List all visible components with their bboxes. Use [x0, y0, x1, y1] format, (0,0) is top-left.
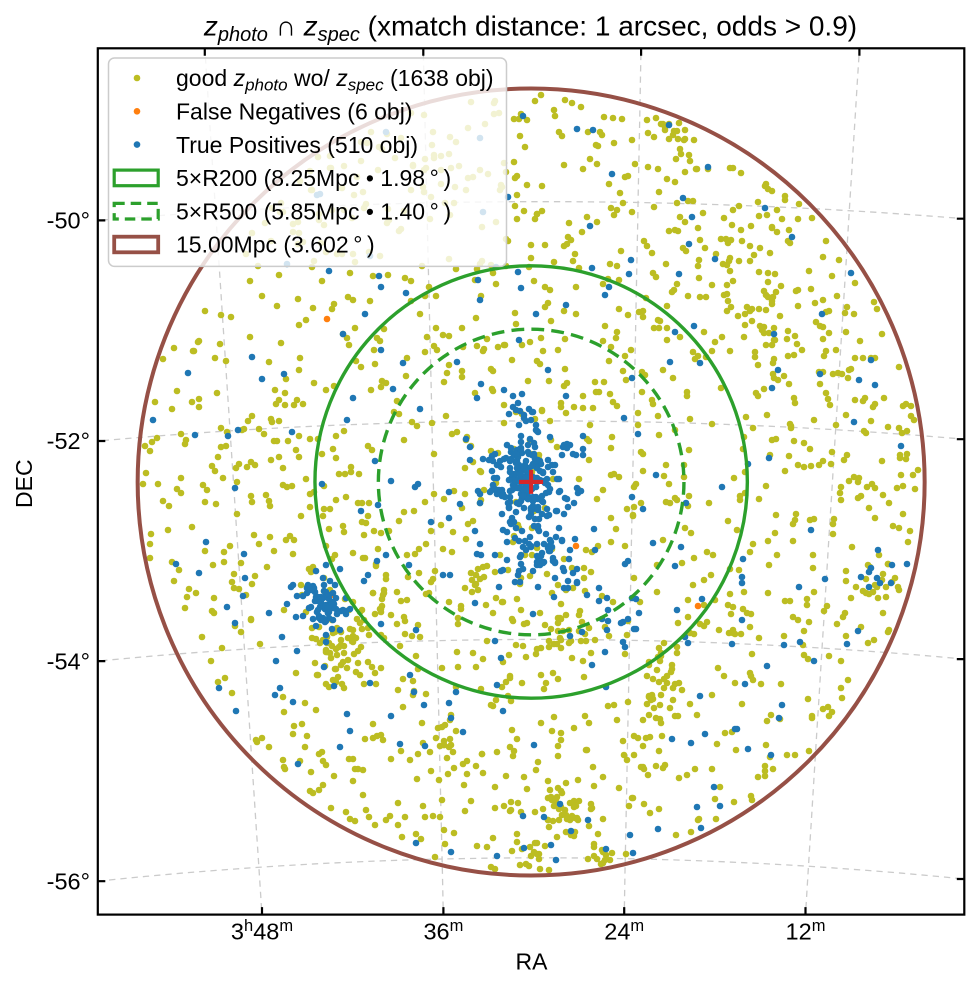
- svg-text:5×R200 (8.25Mpc • 1.98 ° ): 5×R200 (8.25Mpc • 1.98 ° ): [176, 165, 451, 191]
- svg-text:5×R500 (5.85Mpc • 1.40 ° ): 5×R500 (5.85Mpc • 1.40 ° ): [176, 198, 451, 224]
- svg-text:3h48m: 3h48m: [231, 917, 293, 945]
- svg-text:-56°: -56°: [47, 868, 90, 894]
- svg-text:-54°: -54°: [47, 648, 90, 674]
- svg-text:good zphoto wo/ zspec (1638 ob: good zphoto wo/ zspec (1638 obj): [176, 65, 494, 95]
- svg-text:zphoto ∩ zspec (xmatch distanc: zphoto ∩ zspec (xmatch distance: 1 arcse…: [203, 11, 857, 47]
- svg-text:False Negatives (6 obj): False Negatives (6 obj): [176, 99, 413, 125]
- svg-text:True Positives (510 obj): True Positives (510 obj): [176, 132, 418, 158]
- svg-text:15.00Mpc (3.602 ° ): 15.00Mpc (3.602 ° ): [176, 232, 375, 258]
- svg-text:-52°: -52°: [47, 428, 90, 454]
- svg-text:DEC: DEC: [11, 459, 37, 508]
- svg-text:RA: RA: [516, 949, 549, 975]
- svg-text:-50°: -50°: [47, 208, 90, 234]
